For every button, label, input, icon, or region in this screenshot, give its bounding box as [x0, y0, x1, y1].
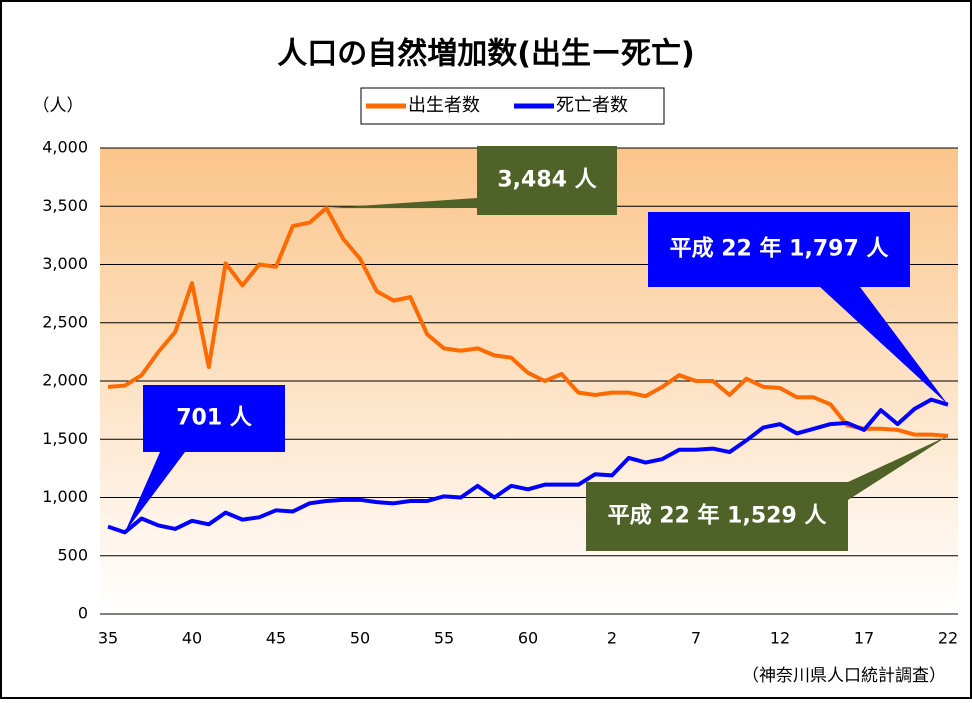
- x-tick-label: 22: [938, 629, 958, 648]
- x-tick-label: 45: [266, 629, 286, 648]
- annotation: 701 人: [176, 406, 252, 431]
- y-tick-label: 1,500: [42, 429, 88, 448]
- x-tick-label: 50: [350, 629, 370, 648]
- annotation: 3,484 人: [497, 168, 596, 193]
- y-axis-label: （人）: [33, 96, 84, 116]
- series-line: [107, 397, 949, 535]
- x-tick-label: 17: [854, 629, 874, 648]
- series-line: [107, 206, 949, 438]
- callout-pointer: [848, 435, 948, 500]
- callout-box: [143, 385, 285, 452]
- source: （神奈川県人口統計調査）: [742, 666, 946, 686]
- legend-label: 出生者数: [408, 95, 480, 116]
- y-tick-label: 2,000: [42, 371, 88, 390]
- y-tick-label: 2,500: [42, 312, 88, 331]
- annotation: 平成 22 年 1,797 人: [670, 236, 889, 262]
- legend-label: 死亡者数: [556, 95, 628, 116]
- y-tick-label: 4,000: [42, 138, 88, 157]
- legend-box: [360, 87, 665, 125]
- callout-pointer: [124, 452, 185, 533]
- y-tick-label: 3,500: [42, 196, 88, 215]
- chart-title: 人口の自然増加数(出生ー死亡): [277, 37, 694, 72]
- callout-pointer: [820, 287, 948, 405]
- callout-box: [477, 146, 617, 215]
- x-tick-label: 12: [770, 629, 790, 648]
- y-tick-label: 500: [57, 545, 88, 564]
- callout-pointer: [326, 198, 477, 209]
- x-tick-label: 7: [691, 629, 701, 648]
- callout-box: [648, 212, 910, 287]
- x-tick-label: 40: [182, 629, 202, 648]
- x-tick-label: 2: [607, 629, 617, 648]
- callout-box: [586, 482, 848, 551]
- annotation: 平成 22 年 1,529 人: [608, 503, 827, 529]
- x-tick-label: 60: [518, 629, 538, 648]
- y-tick-label: 1,000: [42, 487, 88, 506]
- y-tick-label: 0: [78, 604, 88, 623]
- x-tick-label: 35: [98, 629, 118, 648]
- x-tick-label: 55: [434, 629, 454, 648]
- y-tick-label: 3,000: [42, 254, 88, 273]
